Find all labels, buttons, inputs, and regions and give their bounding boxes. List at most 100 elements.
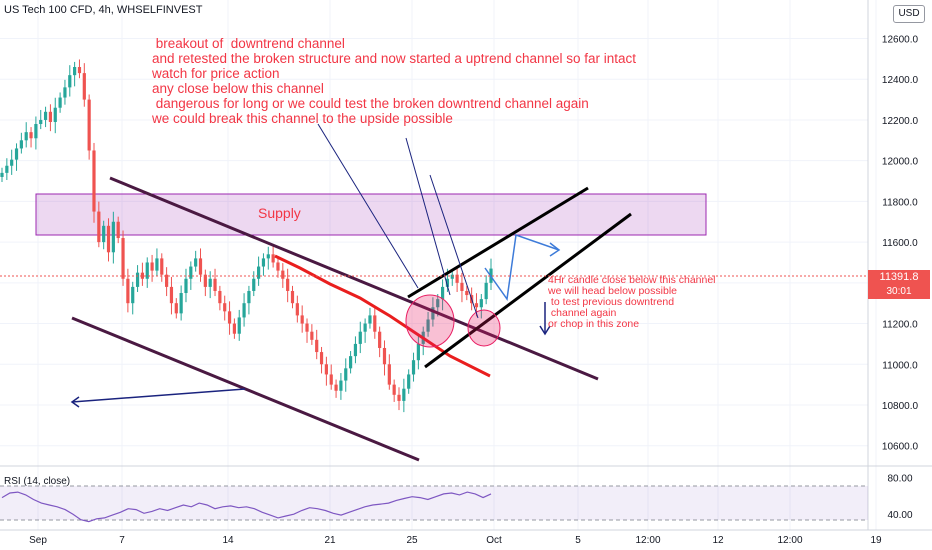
candle-body [165,274,169,287]
retest-circle-2 [467,309,501,347]
candle-body [295,303,299,316]
projection-arrow-head [549,242,561,257]
candle-body [353,343,358,357]
candle-body [382,347,387,365]
candle-body [266,254,270,259]
rsi-axis: 80.00 40.00 [887,473,912,521]
candle-body [276,262,280,271]
y-tick-label: 12000.0 [882,157,919,168]
candle-body [227,311,232,324]
y-tick-label: 11600.0 [882,238,918,249]
candle-body [131,286,135,304]
y-tick-label: 12400.0 [882,75,919,86]
x-tick-label: 12:00 [777,535,802,546]
symbol-title[interactable]: US Tech 100 CFD, 4h, WHSELFINVEST [4,4,203,16]
candle-body [310,331,314,340]
candle-body [194,258,198,267]
candle-body [24,132,28,141]
x-tick-label: 12:00 [635,535,660,546]
annotation-line: any close below this channel [152,81,324,96]
candle-body [0,172,4,177]
main-annotation: breakout of downtrend channel and retest… [152,36,636,126]
down-arrow-head [539,325,551,336]
y-tick-label: 12200.0 [882,116,919,127]
candle-body [368,315,372,324]
candle-body [445,278,450,287]
price-axis[interactable]: 12600.0 12400.0 12200.0 12000.0 11800.0 11600… [882,35,919,453]
candle-body [339,380,343,391]
candle-body [348,356,353,369]
candle-body [53,107,57,122]
candle-body [63,87,67,98]
candle-body [358,331,362,344]
pointer-line-3 [429,174,479,319]
y-tick-label: 11000.0 [882,360,918,371]
candle-body [290,290,295,304]
candle-body [198,258,203,275]
annotation-line: we will head below possible [548,285,677,297]
candle-body [242,303,246,318]
annotation-line: dangerous for long or we could test the … [152,96,589,111]
bar-countdown-badge: 30:01 [868,285,930,299]
drawings [70,123,632,462]
rsi-legend-label[interactable]: RSI (14, close) [4,476,71,487]
candle-body [237,317,241,334]
candle-body [203,274,207,287]
uptrend-lower-line [424,212,632,369]
y-tick-label: 12600.0 [882,35,919,46]
annotation-line: we could break this channel to the upsid… [152,111,453,126]
y-tick-label: 10600.0 [882,442,919,453]
x-tick-label: Sep [29,535,47,546]
downtrend-lower-line [71,316,420,462]
candle-body [411,360,416,375]
annotation-line: 4Hr candle close below this channel [548,274,716,286]
currency-button[interactable]: USD [893,5,925,23]
x-tick-label: 5 [575,535,581,546]
x-tick-label: 7 [119,535,125,546]
candle-body [179,293,183,314]
candle-body [121,238,125,279]
moving-average-line [274,254,491,378]
candle-body [73,67,77,76]
y-tick-label: 10800.0 [882,401,919,412]
candle-body [378,331,382,348]
candle-body [135,272,140,287]
annotation-line: or chop in this zone [548,318,640,330]
rsi-tick-label: 40.00 [887,510,912,521]
candle-body [257,266,261,279]
candle-body [407,374,411,389]
candle-body [223,303,227,312]
candle-body [319,352,324,365]
candle-body [140,272,145,279]
supply-zone [35,193,707,236]
candle-body [19,140,23,149]
candle-body [29,132,33,139]
candle-body [58,97,62,108]
candle-body [431,307,435,320]
candle-body [116,221,120,239]
candle-body [111,221,115,253]
side-annotation: 4Hr candle close below this channel we w… [548,275,716,330]
candle-body [218,290,222,304]
annotation-line: channel again [548,307,617,319]
candle-body [155,258,159,271]
last-price-badge: 11391.8 [868,270,930,285]
candle-body [436,299,440,308]
candle-body [189,266,193,279]
time-axis[interactable]: Sep 7 14 21 25 Oct 5 12:00 12 12:00 19 [29,535,882,546]
candle-body [334,384,338,391]
candle-body [387,364,391,385]
candle-body [286,278,290,291]
candle-body [450,274,454,279]
candle-body [5,165,9,173]
candle-body [97,211,101,243]
candle-body [160,258,164,275]
y-tick-label: 11800.0 [882,197,918,208]
candle-body [460,282,464,291]
candle-body [14,148,19,160]
candle-body [247,290,251,304]
candle-body [315,339,319,353]
candle-body [92,150,96,212]
candle-body [77,67,82,74]
